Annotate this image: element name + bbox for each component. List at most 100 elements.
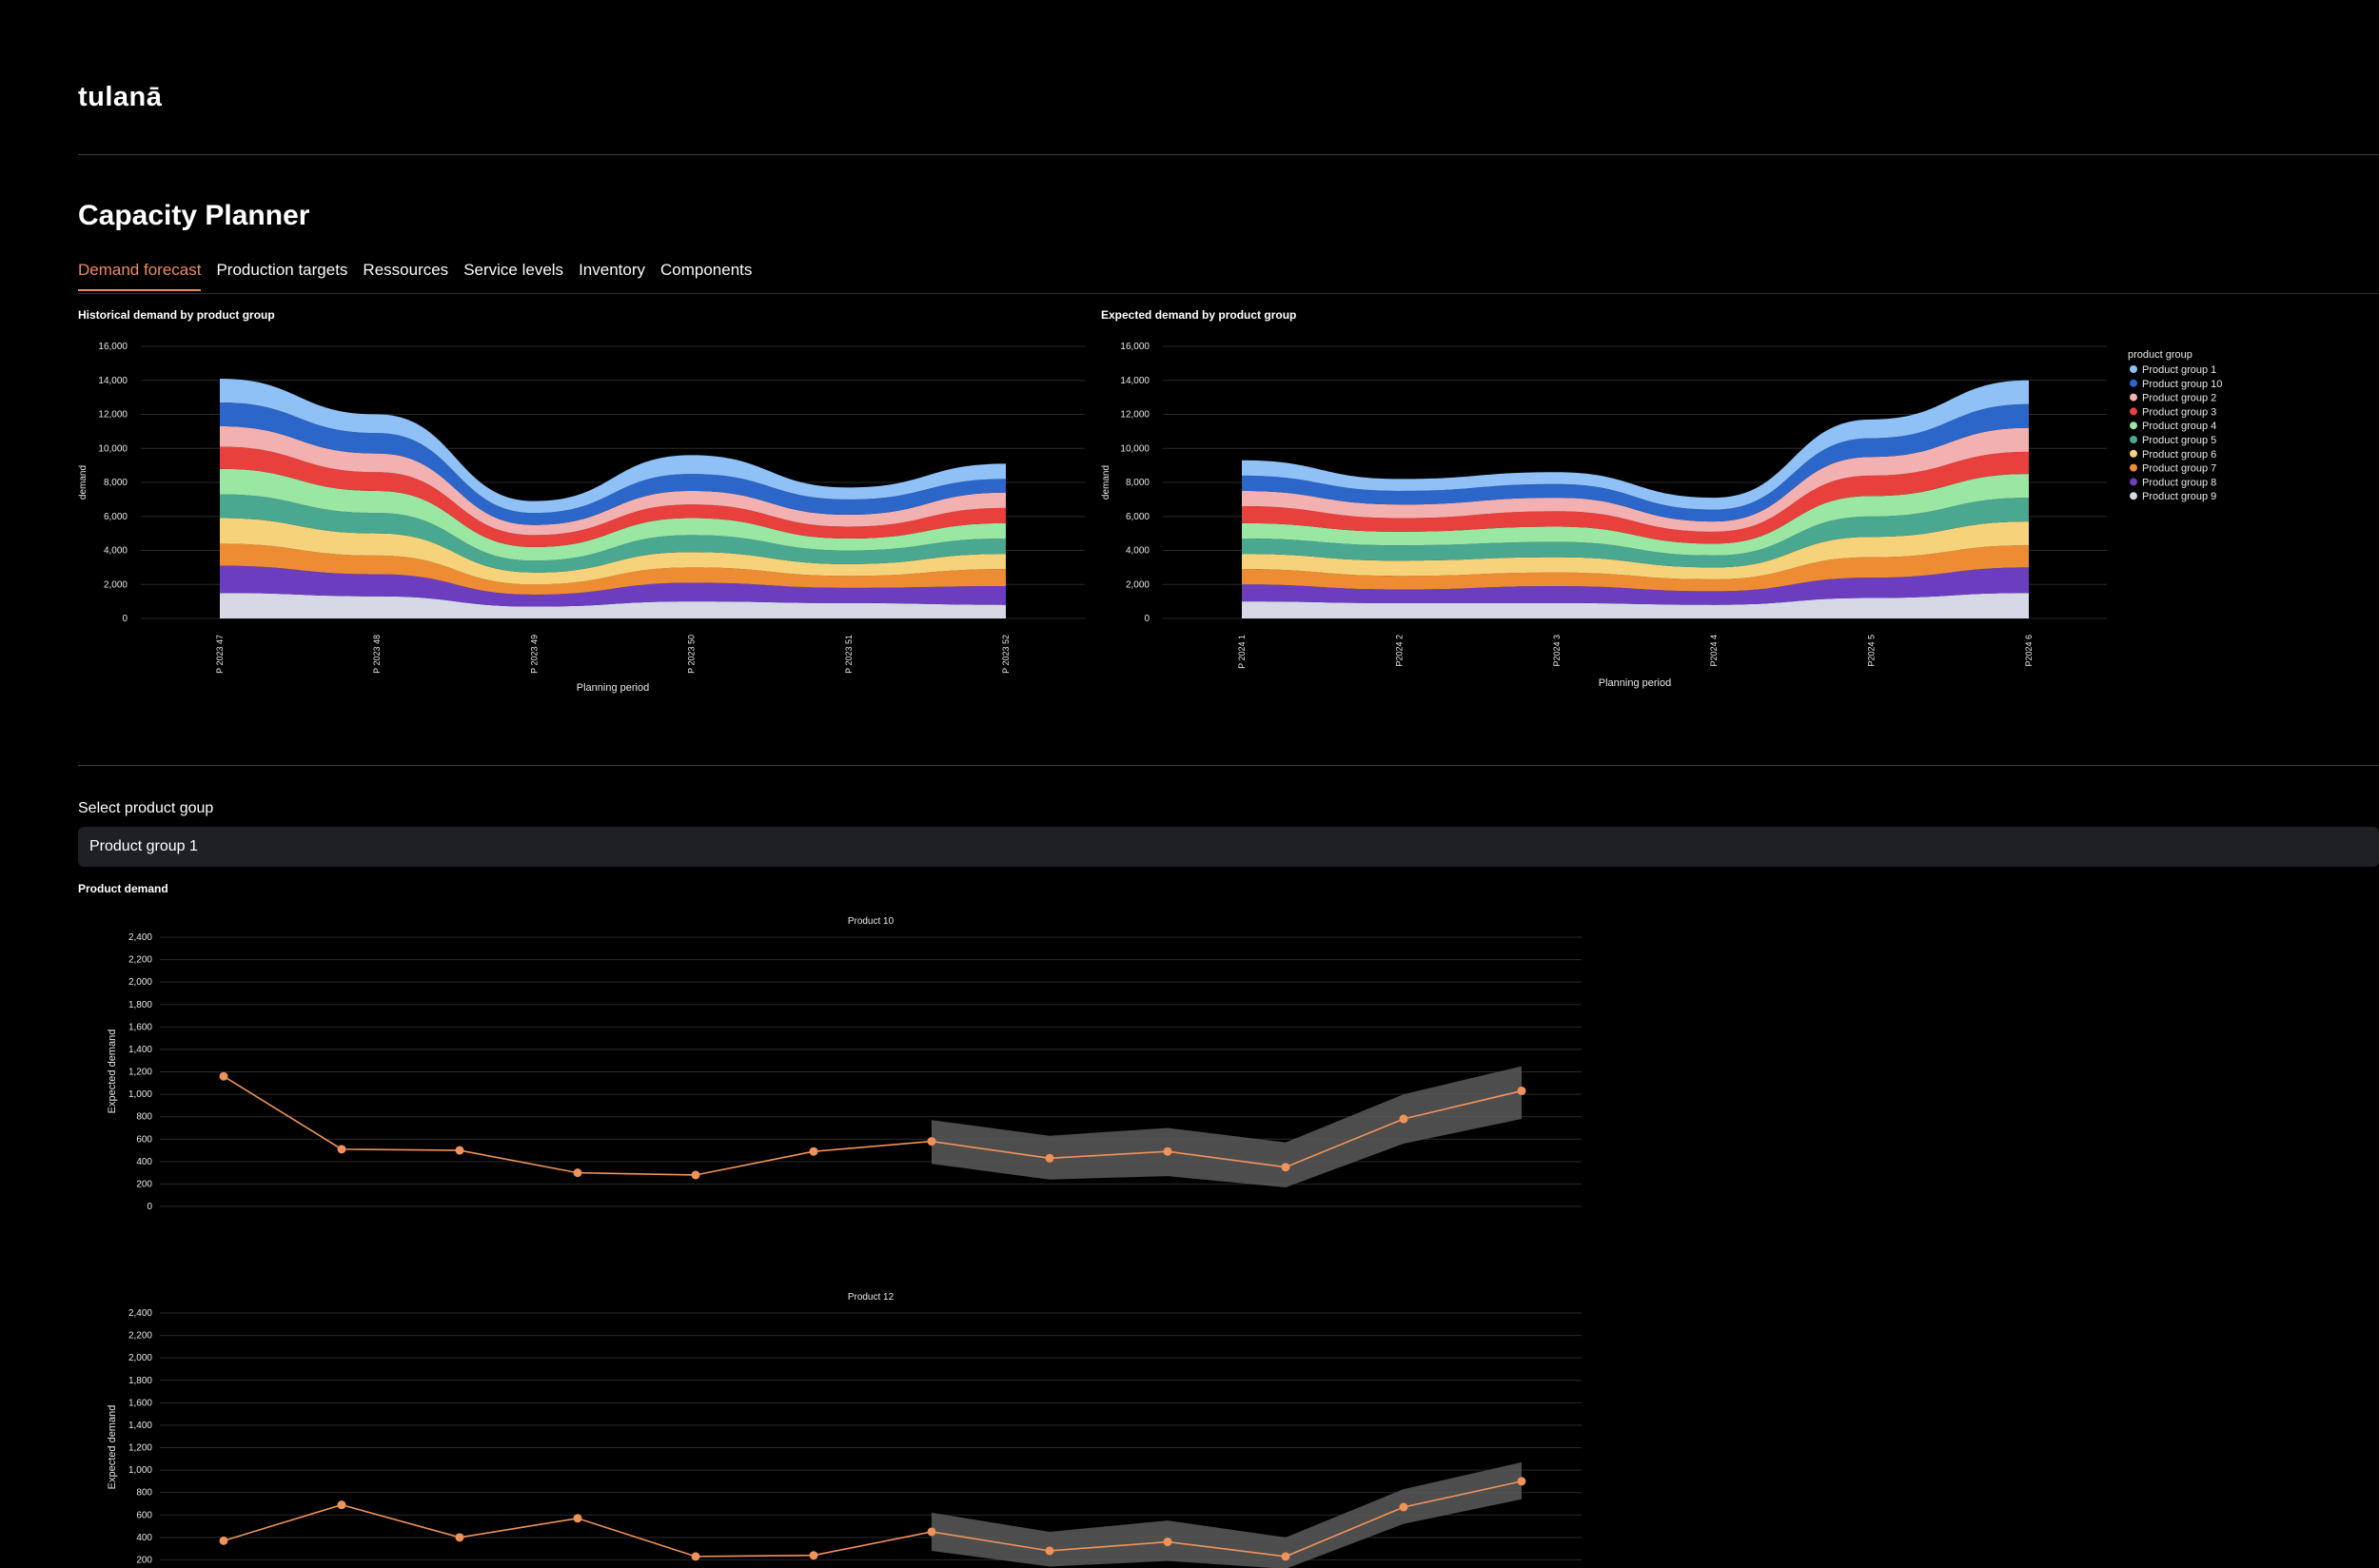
tab-bar: Demand forecast Production targets Resso… bbox=[78, 259, 2379, 294]
area-band-product-group-3 bbox=[1242, 451, 2029, 544]
tab-service-levels[interactable]: Service levels bbox=[463, 261, 564, 279]
area-band-product-group-9 bbox=[1242, 593, 2029, 618]
demand-point bbox=[927, 1137, 936, 1147]
legend-item-label: Product group 7 bbox=[2142, 463, 2216, 475]
tab-demand-forecast[interactable]: Demand forecast bbox=[78, 259, 202, 291]
area-band-product-group-7 bbox=[1242, 545, 2029, 592]
x-tick-label: P 2023 51 bbox=[844, 635, 854, 674]
chart-title: Product 10 bbox=[848, 916, 895, 927]
x-tick-label: P 2023 49 bbox=[529, 635, 539, 674]
y-tick-label: 1,800 bbox=[128, 1000, 152, 1010]
section-divider bbox=[78, 765, 2379, 766]
demand-point bbox=[1163, 1147, 1172, 1156]
legend-swatch bbox=[2130, 407, 2137, 416]
demand-point bbox=[337, 1145, 346, 1154]
demand-point bbox=[455, 1146, 464, 1155]
legend-swatch bbox=[2130, 393, 2137, 402]
y-axis-label: Expected demand bbox=[107, 1029, 118, 1114]
y-tick-label: 6,000 bbox=[104, 512, 128, 522]
y-tick-label: 600 bbox=[136, 1134, 152, 1145]
y-tick-label: 4,000 bbox=[104, 546, 128, 557]
demand-point bbox=[573, 1168, 582, 1178]
demand-point bbox=[1163, 1538, 1172, 1547]
y-tick-label: 2,000 bbox=[104, 579, 128, 590]
y-tick-label: 1,400 bbox=[128, 1045, 152, 1055]
area-band-product-group-2 bbox=[1242, 427, 2029, 532]
tab-inventory[interactable]: Inventory bbox=[579, 261, 645, 279]
area-band-product-group-8 bbox=[1242, 567, 2029, 605]
y-tick-label: 8,000 bbox=[1126, 478, 1150, 488]
demand-point bbox=[455, 1533, 464, 1542]
x-tick-label: P2024 4 bbox=[1709, 635, 1719, 667]
y-tick-label: 2,000 bbox=[1126, 579, 1150, 590]
demand-point bbox=[1045, 1153, 1054, 1163]
y-tick-label: 400 bbox=[136, 1533, 152, 1543]
demand-point bbox=[1281, 1552, 1290, 1561]
y-tick-label: 8,000 bbox=[104, 478, 128, 488]
area-band-product-group-3 bbox=[220, 446, 1006, 547]
legend-item-label: Product group 9 bbox=[2142, 491, 2216, 502]
area-band-product-group-5 bbox=[220, 494, 1006, 573]
y-tick-label: 2,000 bbox=[128, 1353, 152, 1363]
y-tick-label: 1,000 bbox=[128, 1465, 152, 1476]
y-tick-label: 1,200 bbox=[128, 1068, 152, 1078]
legend-item-label: Product group 5 bbox=[2142, 435, 2216, 446]
historical-demand-title: Historical demand by product group bbox=[78, 308, 275, 322]
y-tick-label: 12,000 bbox=[1120, 410, 1150, 421]
demand-point bbox=[809, 1147, 818, 1156]
x-tick-label: P 2023 48 bbox=[372, 635, 382, 674]
x-tick-label: P 2023 50 bbox=[687, 635, 697, 674]
y-tick-label: 1,400 bbox=[128, 1421, 152, 1431]
area-band-product-group-6 bbox=[1242, 521, 2029, 579]
demand-point bbox=[1517, 1477, 1526, 1486]
page-title: Capacity Planner bbox=[78, 200, 310, 231]
y-tick-label: 12,000 bbox=[98, 410, 128, 421]
y-tick-label: 2,200 bbox=[128, 1331, 152, 1342]
area-band-product-group-2 bbox=[220, 426, 1006, 536]
demand-point bbox=[219, 1071, 228, 1081]
demand-point bbox=[691, 1552, 700, 1561]
y-tick-label: 1,600 bbox=[128, 1398, 152, 1408]
tab-production-targets[interactable]: Production targets bbox=[216, 261, 348, 279]
y-tick-label: 2,400 bbox=[128, 1308, 152, 1319]
area-band-product-group-5 bbox=[1242, 498, 2029, 568]
y-tick-label: 0 bbox=[1144, 614, 1150, 624]
area-band-product-group-4 bbox=[1242, 474, 2029, 556]
area-band-product-group-6 bbox=[220, 518, 1006, 585]
y-axis-label: Expected demand bbox=[107, 1405, 118, 1490]
y-tick-label: 1,600 bbox=[128, 1022, 152, 1032]
demand-point bbox=[927, 1527, 936, 1537]
area-band-product-group-9 bbox=[220, 593, 1006, 618]
demand-line bbox=[223, 1480, 1523, 1558]
y-tick-label: 2,400 bbox=[128, 932, 152, 943]
y-tick-label: 16,000 bbox=[1120, 342, 1150, 352]
expected-demand-title: Expected demand by product group bbox=[1101, 308, 1297, 322]
product-demand-title: Product demand bbox=[78, 882, 168, 895]
y-tick-label: 2,200 bbox=[128, 955, 152, 966]
demand-point bbox=[219, 1536, 228, 1545]
y-tick-label: 14,000 bbox=[98, 376, 128, 386]
y-tick-label: 6,000 bbox=[1126, 512, 1150, 522]
demand-point bbox=[1045, 1546, 1054, 1556]
header-divider bbox=[78, 154, 2379, 155]
x-tick-label: P 2023 47 bbox=[215, 635, 225, 674]
confidence-band bbox=[932, 1461, 1522, 1568]
tab-ressources[interactable]: Ressources bbox=[363, 261, 449, 279]
demand-line bbox=[223, 1075, 1523, 1176]
y-tick-label: 10,000 bbox=[98, 443, 128, 454]
y-tick-label: 1,800 bbox=[128, 1376, 152, 1386]
area-band-product-group-7 bbox=[220, 543, 1006, 595]
product-group-select[interactable]: Product group 1 bbox=[78, 827, 2379, 867]
tulana-logo: tulanā bbox=[78, 82, 163, 112]
area-band-product-group-10 bbox=[220, 402, 1006, 525]
legend-item-label: Product group 6 bbox=[2142, 449, 2216, 461]
area-band-product-group-8 bbox=[220, 565, 1006, 607]
y-tick-label: 10,000 bbox=[1120, 443, 1150, 454]
demand-point bbox=[809, 1551, 818, 1560]
y-tick-label: 1,200 bbox=[128, 1443, 152, 1454]
tab-components[interactable]: Components bbox=[660, 261, 753, 279]
area-band-product-group-10 bbox=[1242, 403, 2029, 522]
